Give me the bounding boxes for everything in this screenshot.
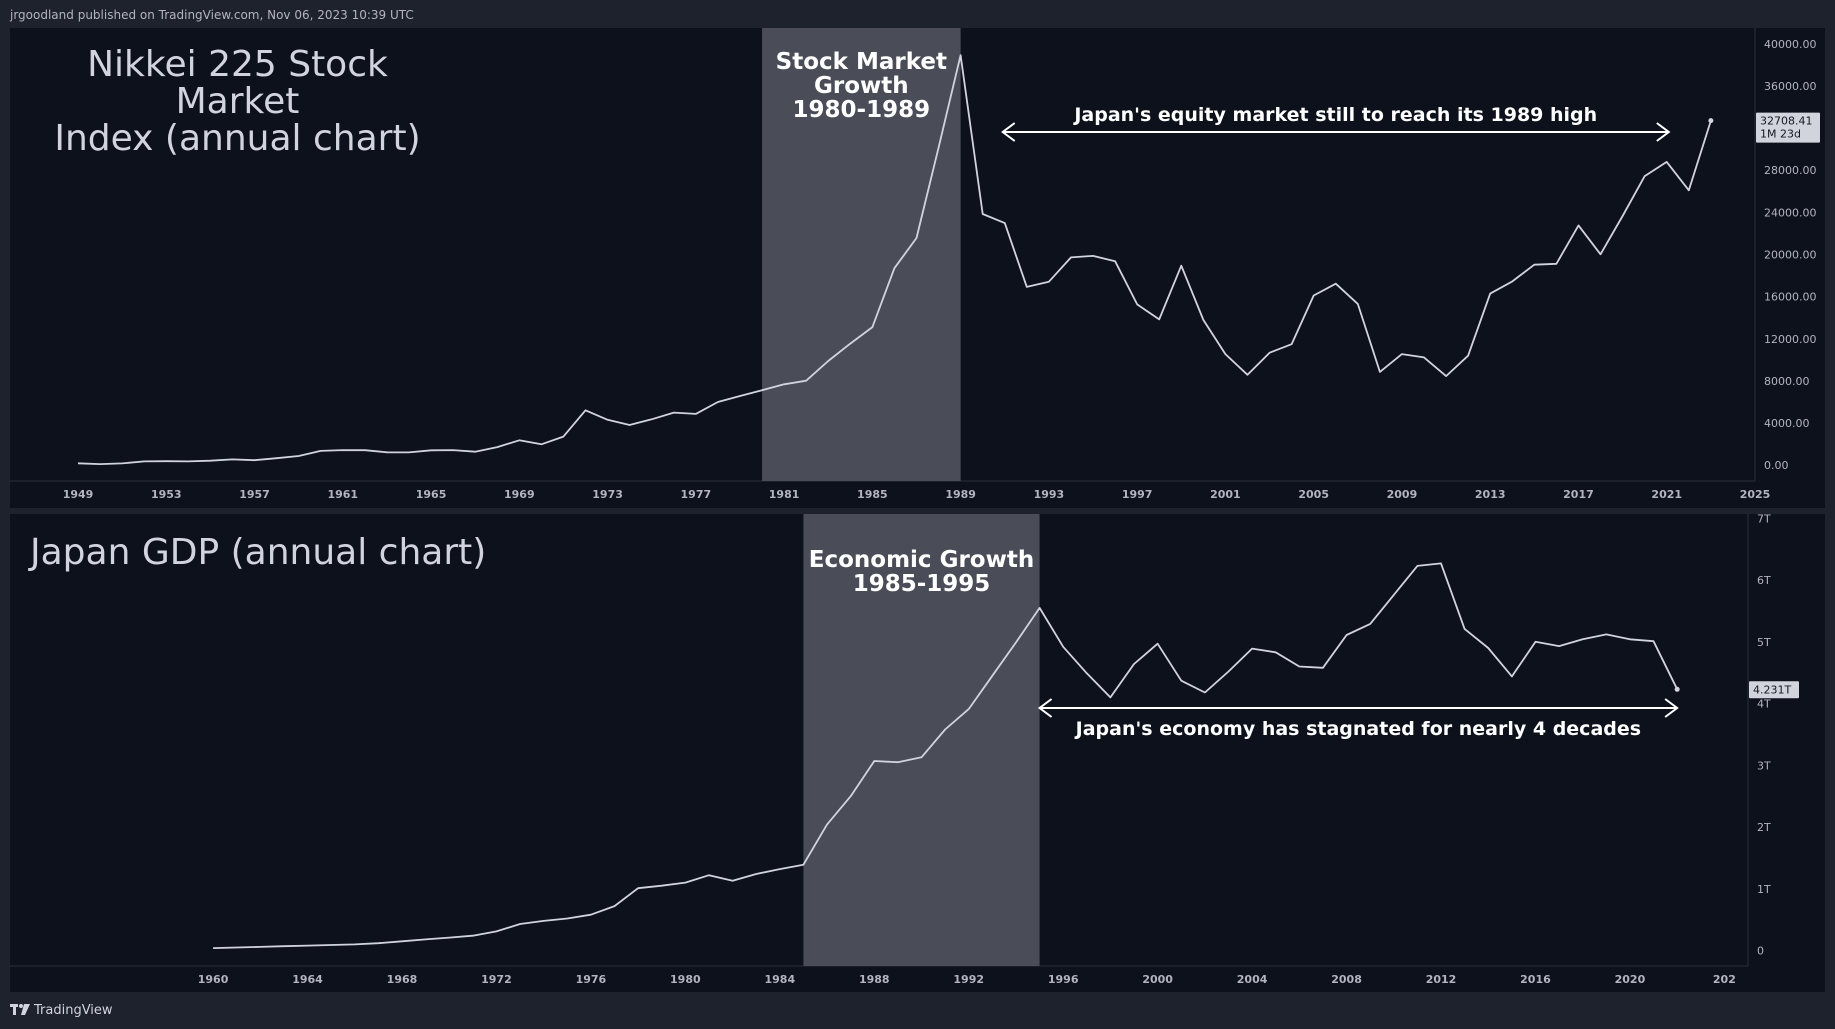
publisher-line: jrgoodland published on TradingView.com,… bbox=[10, 8, 414, 22]
chart-1-x-tick-label: 2020 bbox=[1615, 973, 1646, 986]
gdp-chart-pane: Economic Growth 1985-1995 7T 6T 5T 4T 3T 2T 1T 0 1… bbox=[10, 514, 1825, 992]
chart-1-x-tick-label: 1992 bbox=[953, 973, 984, 986]
chart-0-x-tick-label: 1989 bbox=[945, 488, 976, 501]
chart-0-x-tick-label: 2009 bbox=[1387, 488, 1418, 501]
chart-0-x-tick-label: 2001 bbox=[1210, 488, 1241, 501]
chart-1-arrow-head-right bbox=[1664, 698, 1679, 718]
chart-0-last-point bbox=[1708, 118, 1714, 124]
chart-0-x-tick-label: 2021 bbox=[1651, 488, 1682, 501]
chart-0-x-tick-label: 1973 bbox=[592, 488, 623, 501]
chart-1-y-tick-label: 0 bbox=[1757, 945, 1764, 958]
chart-0-series-line bbox=[77, 54, 1712, 466]
footer-brand-text: TradingView bbox=[34, 1003, 113, 1018]
nikkei-chart-pane: Stock Market Growth 1980-1989 40000.00 36000… bbox=[10, 28, 1825, 508]
chart-0-last-value-label: 32708.41 bbox=[1760, 115, 1813, 128]
chart-0-x-tick-label: 1993 bbox=[1034, 488, 1065, 501]
chart-0-y-tick-label: 0.00 bbox=[1764, 459, 1789, 472]
chart-0-x-tick-label: 2005 bbox=[1298, 488, 1329, 501]
chart-0-x-tick-label: 1965 bbox=[416, 488, 447, 501]
chart-1-annotation-text: Japan's economy has stagnated for nearly… bbox=[1074, 718, 1641, 740]
chart-1-x-tick-label: 1984 bbox=[765, 973, 796, 986]
chart-0-x-tick-label: 1997 bbox=[1122, 488, 1153, 501]
chart-0-x-tick-label: 2013 bbox=[1475, 488, 1506, 501]
chart-1-band-label-1: 1985-1995 bbox=[853, 571, 991, 597]
footer-brand[interactable]: TradingView bbox=[0, 998, 1835, 1029]
chart-0-band-label-1: Growth bbox=[814, 73, 909, 99]
chart-1-x-tick-label: 2008 bbox=[1331, 973, 1362, 986]
tradingview-logo-icon bbox=[10, 1004, 30, 1015]
chart-0-last-value-badge bbox=[1756, 112, 1820, 143]
chart-1-band-label-0: Economic Growth bbox=[809, 547, 1034, 573]
chart-0-arrow-head-right bbox=[1656, 122, 1671, 142]
chart-1-last-point bbox=[1674, 686, 1680, 692]
chart-0-y-tick-label: 28000.00 bbox=[1764, 164, 1817, 177]
chart-1-x-tick-label: 2000 bbox=[1142, 973, 1173, 986]
chart-0-y-tick-label: 36000.00 bbox=[1764, 80, 1817, 93]
chart-1-y-tick-label: 7T bbox=[1757, 514, 1771, 525]
chart-0-y-tick-label: 20000.00 bbox=[1764, 249, 1817, 262]
chart-1-x-tick-label: 1976 bbox=[576, 973, 607, 986]
chart-1-y-tick-label: 4T bbox=[1757, 698, 1771, 711]
chart-1-series-line bbox=[213, 562, 1679, 949]
chart-0-x-tick-label: 1957 bbox=[239, 488, 270, 501]
chart-1-y-tick-label: 2T bbox=[1757, 821, 1771, 834]
chart-0-band-label-0: Stock Market bbox=[776, 49, 947, 75]
chart-0-annotation-text: Japan's equity market still to reach its… bbox=[1072, 104, 1597, 126]
chart-0-x-tick-label: 1961 bbox=[327, 488, 358, 501]
chart-0-y-tick-label: 12000.00 bbox=[1764, 333, 1817, 346]
chart-1-last-value-label: 4.231T bbox=[1753, 683, 1791, 696]
chart-1-x-tick-label: 2004 bbox=[1237, 973, 1268, 986]
chart-1-last-value-badge bbox=[1749, 681, 1799, 699]
chart-0-x-tick-label: 1949 bbox=[63, 488, 94, 501]
chart-1-y-tick-label: 5T bbox=[1757, 636, 1771, 649]
chart-1-y-tick-label: 3T bbox=[1757, 759, 1771, 772]
chart-0-last-value-sublabel: 1M 23d bbox=[1760, 128, 1801, 141]
gdp-chart-title: Japan GDP (annual chart) bbox=[30, 532, 487, 573]
chart-0-x-tick-label: 1985 bbox=[857, 488, 888, 501]
chart-1-highlight-band bbox=[803, 514, 1040, 966]
chart-0-band-label-2: 1980-1989 bbox=[793, 97, 931, 123]
chart-0-y-tick-label: 4000.00 bbox=[1764, 417, 1810, 430]
chart-0-x-tick-label: 1977 bbox=[681, 488, 712, 501]
chart-0-highlight-band bbox=[762, 28, 961, 481]
chart-1-x-tick-label: 202 bbox=[1713, 973, 1736, 986]
chart-0-x-tick-label: 2025 bbox=[1740, 488, 1771, 501]
chart-1-x-tick-label: 1988 bbox=[859, 973, 890, 986]
chart-1-x-tick-label: 2016 bbox=[1520, 973, 1551, 986]
chart-0-x-tick-label: 1953 bbox=[151, 488, 182, 501]
chart-0-y-tick-label: 16000.00 bbox=[1764, 291, 1817, 304]
chart-0-x-tick-label: 1981 bbox=[769, 488, 800, 501]
chart-1-y-tick-label: 6T bbox=[1757, 574, 1771, 587]
chart-1-y-tick-label: 1T bbox=[1757, 883, 1771, 896]
chart-0-arrow-head-left bbox=[1001, 122, 1016, 142]
chart-0-y-tick-label: 24000.00 bbox=[1764, 206, 1817, 219]
nikkei-chart-title: Nikkei 225 Stock Market Index (annual ch… bbox=[54, 44, 421, 159]
chart-1-x-tick-label: 1960 bbox=[198, 973, 229, 986]
chart-1-x-tick-label: 1980 bbox=[670, 973, 701, 986]
chart-1-x-tick-label: 1996 bbox=[1048, 973, 1079, 986]
chart-1-x-tick-label: 1964 bbox=[292, 973, 323, 986]
chart-1-arrow-head-left bbox=[1037, 698, 1053, 718]
chart-1-x-tick-label: 1972 bbox=[481, 973, 512, 986]
chart-0-y-tick-label: 8000.00 bbox=[1764, 375, 1810, 388]
chart-0-x-tick-label: 2017 bbox=[1563, 488, 1594, 501]
chart-0-x-tick-label: 1969 bbox=[504, 488, 535, 501]
chart-1-x-tick-label: 2012 bbox=[1426, 973, 1457, 986]
chart-0-y-tick-label: 40000.00 bbox=[1764, 38, 1817, 51]
chart-1-x-tick-label: 1968 bbox=[387, 973, 418, 986]
